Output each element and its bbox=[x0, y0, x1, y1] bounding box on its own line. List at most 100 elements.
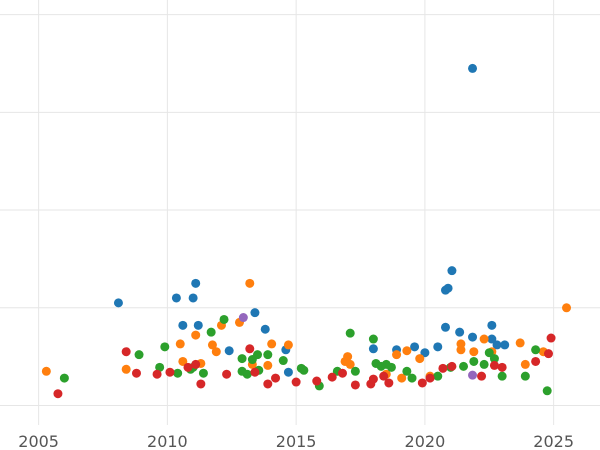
data-point bbox=[447, 266, 457, 276]
data-point bbox=[443, 283, 453, 293]
data-point bbox=[250, 367, 260, 377]
data-point bbox=[468, 63, 478, 73]
data-point bbox=[134, 350, 144, 360]
data-point bbox=[312, 376, 322, 386]
data-point bbox=[267, 339, 277, 349]
data-point bbox=[433, 371, 443, 381]
data-point bbox=[397, 373, 407, 383]
x-tick-label: 2015 bbox=[276, 432, 317, 450]
data-point bbox=[121, 364, 131, 374]
x-tick-label: 2010 bbox=[147, 432, 188, 450]
data-point bbox=[193, 320, 203, 330]
data-point bbox=[543, 349, 553, 359]
data-point bbox=[489, 354, 499, 364]
data-point bbox=[500, 340, 510, 350]
data-point bbox=[468, 332, 478, 342]
data-point bbox=[171, 293, 181, 303]
data-point bbox=[562, 303, 572, 313]
data-point bbox=[487, 320, 497, 330]
data-point bbox=[531, 356, 541, 366]
data-point bbox=[283, 340, 293, 350]
data-point bbox=[113, 298, 123, 308]
data-point bbox=[207, 340, 217, 350]
data-point bbox=[546, 333, 556, 343]
data-point bbox=[121, 347, 131, 357]
data-point bbox=[178, 320, 188, 330]
data-point bbox=[350, 380, 360, 390]
data-point bbox=[420, 348, 430, 358]
data-point bbox=[206, 327, 216, 337]
data-point bbox=[53, 389, 63, 399]
data-point bbox=[245, 344, 255, 354]
data-point bbox=[520, 359, 530, 369]
data-point bbox=[459, 361, 469, 371]
data-point bbox=[489, 360, 499, 370]
data-point bbox=[368, 374, 378, 384]
data-point bbox=[447, 361, 457, 371]
data-point bbox=[497, 371, 507, 381]
data-point bbox=[260, 324, 270, 334]
data-point bbox=[175, 339, 185, 349]
data-point bbox=[455, 327, 465, 337]
data-point bbox=[191, 278, 201, 288]
data-point bbox=[515, 338, 525, 348]
data-point bbox=[402, 346, 412, 356]
data-point bbox=[345, 359, 355, 369]
data-point bbox=[487, 334, 497, 344]
data-point bbox=[425, 373, 435, 383]
data-point bbox=[386, 362, 396, 372]
data-point bbox=[343, 352, 353, 362]
data-point bbox=[350, 366, 360, 376]
data-point bbox=[173, 368, 183, 378]
data-point bbox=[222, 369, 232, 379]
data-point bbox=[299, 365, 309, 375]
data-point bbox=[479, 359, 489, 369]
data-point bbox=[238, 313, 248, 323]
data-point bbox=[392, 350, 402, 360]
data-point bbox=[263, 360, 273, 370]
data-point bbox=[477, 371, 487, 381]
data-point bbox=[183, 362, 193, 372]
data-point bbox=[345, 328, 355, 338]
data-point bbox=[440, 322, 450, 332]
data-point bbox=[178, 356, 188, 366]
data-point bbox=[219, 314, 229, 324]
data-point bbox=[384, 378, 394, 388]
data-point bbox=[368, 344, 378, 354]
data-point bbox=[402, 366, 412, 376]
data-point bbox=[327, 372, 337, 382]
data-point bbox=[479, 334, 489, 344]
data-point bbox=[469, 356, 479, 366]
data-point bbox=[188, 293, 198, 303]
data-point bbox=[263, 379, 273, 389]
data-point bbox=[263, 350, 273, 360]
data-point bbox=[438, 363, 448, 373]
data-point bbox=[542, 386, 552, 396]
data-point bbox=[191, 359, 201, 369]
data-point bbox=[497, 362, 507, 372]
data-point bbox=[520, 371, 530, 381]
data-point bbox=[198, 368, 208, 378]
data-point bbox=[278, 356, 288, 366]
data-point bbox=[196, 379, 206, 389]
data-point bbox=[415, 354, 425, 364]
data-point bbox=[237, 354, 247, 364]
data-point bbox=[211, 347, 221, 357]
data-point bbox=[250, 308, 260, 318]
data-point bbox=[242, 369, 252, 379]
data-point bbox=[160, 342, 170, 352]
data-point bbox=[368, 334, 378, 344]
data-point bbox=[253, 350, 263, 360]
data-point bbox=[131, 368, 141, 378]
x-tick-label: 2005 bbox=[18, 432, 59, 450]
x-tick-label: 2020 bbox=[405, 432, 446, 450]
data-point bbox=[468, 370, 478, 380]
data-point bbox=[469, 347, 479, 357]
data-point bbox=[379, 371, 389, 381]
data-point bbox=[271, 373, 281, 383]
data-point bbox=[245, 278, 255, 288]
data-point bbox=[484, 348, 494, 358]
data-point bbox=[410, 342, 420, 352]
data-point bbox=[407, 373, 417, 383]
